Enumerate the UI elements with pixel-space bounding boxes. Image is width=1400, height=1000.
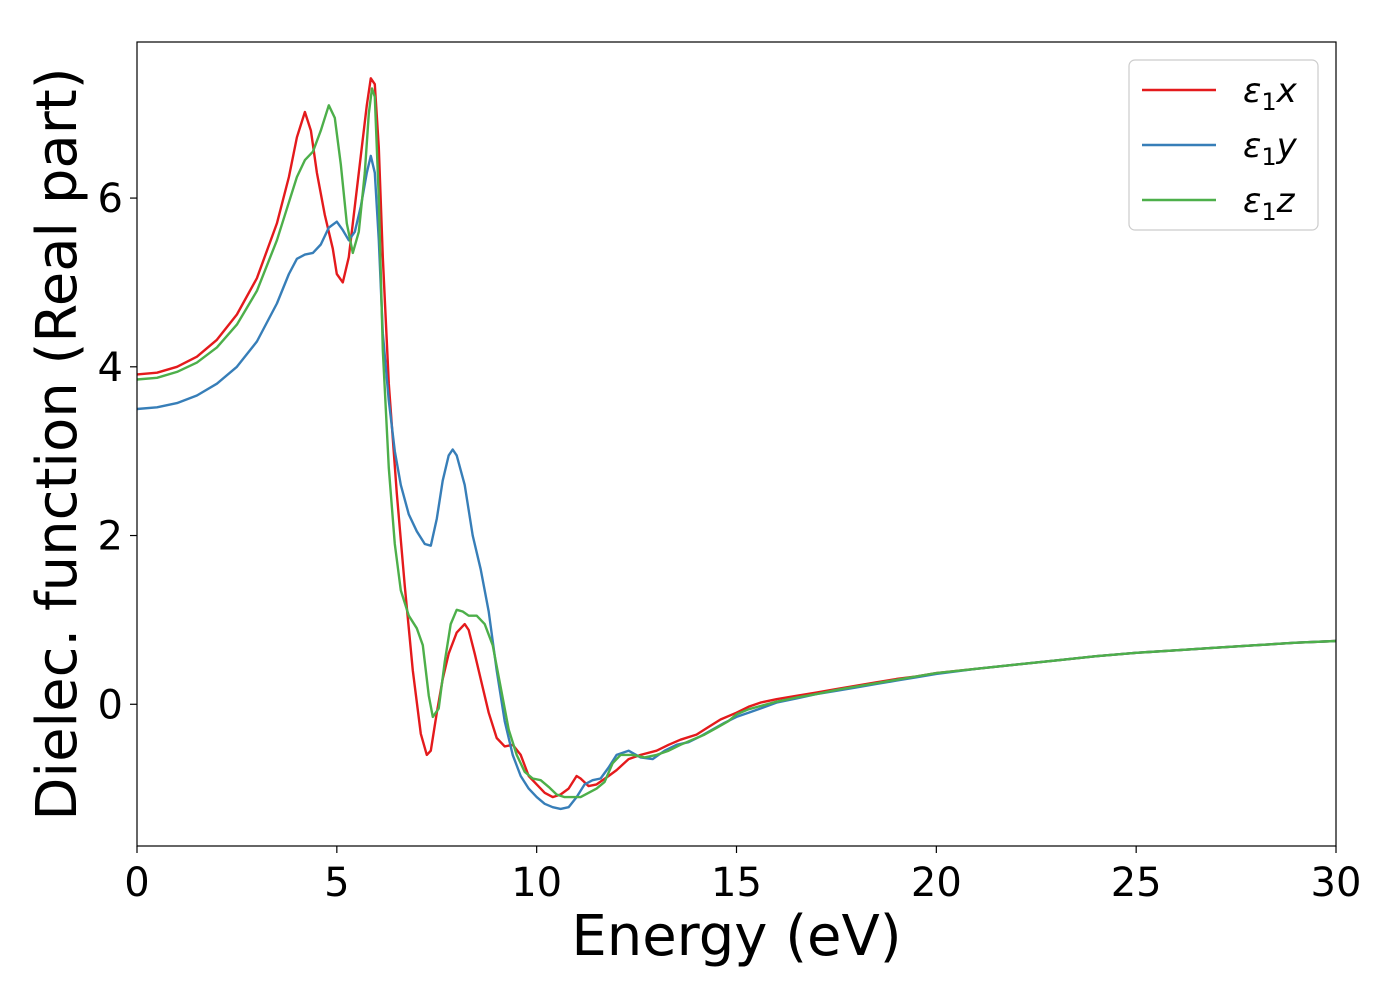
x-tick-label: 30 xyxy=(1311,860,1362,906)
series-line xyxy=(136,154,1337,811)
legend-label: ε1y xyxy=(1243,126,1298,171)
axis-ticks: 0 5 10 15 20 25 30 0 2 4 6 xyxy=(98,176,1362,906)
legend: ε1x ε1y ε1z xyxy=(1128,59,1319,231)
y-tick-label: 0 xyxy=(98,682,123,728)
y-tick-label: 6 xyxy=(98,176,123,222)
x-axis-label: Energy (eV) xyxy=(571,904,901,969)
x-tick-label: 10 xyxy=(511,860,562,906)
y-tick-label: 4 xyxy=(98,345,123,391)
legend-box xyxy=(1128,59,1319,231)
x-tick-label: 5 xyxy=(324,860,349,906)
x-tick-label: 25 xyxy=(1111,860,1162,906)
y-axis-label: Dielec. function (Real part) xyxy=(25,67,90,820)
legend-label: ε1x xyxy=(1243,71,1298,116)
plot-frame xyxy=(136,41,1337,847)
y-tick-label: 2 xyxy=(98,514,123,560)
x-tick-label: 20 xyxy=(911,860,962,906)
x-tick-label: 15 xyxy=(711,860,762,906)
x-tick-label: 0 xyxy=(124,860,149,906)
legend-label: ε1z xyxy=(1243,181,1296,226)
series-lines xyxy=(136,77,1337,811)
series-line xyxy=(136,87,1337,799)
